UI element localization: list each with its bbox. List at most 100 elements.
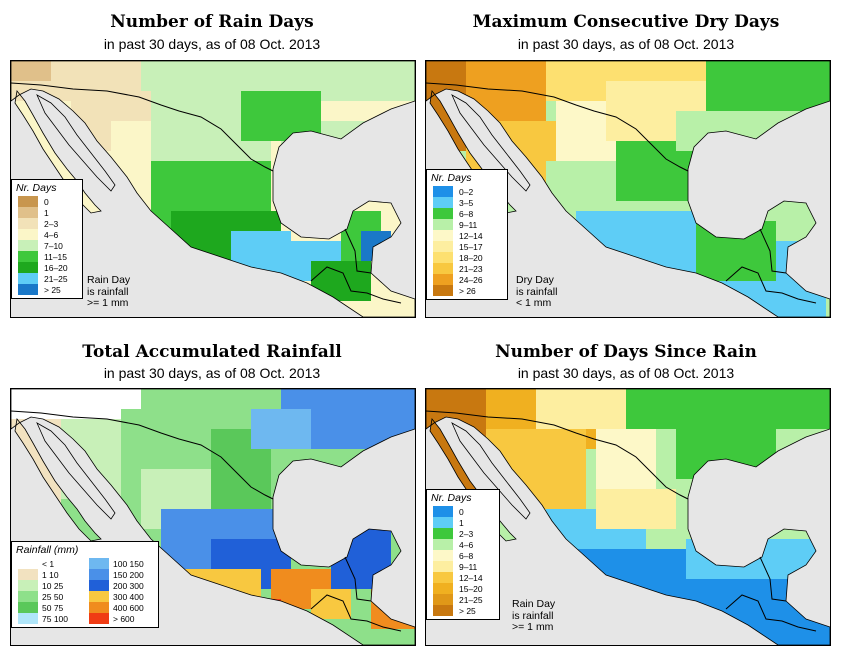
legend-swatch [433,219,453,230]
definition-note: Dry Day is rainfall < 1 mm [516,274,557,310]
legend-swatch [89,558,109,569]
legend-item: 16–20 [12,262,82,273]
legend-label: 0 [44,196,49,207]
legend-label: 300 400 [113,591,144,602]
legend-label: 24–26 [459,274,483,285]
legend-swatch [18,218,38,229]
coastline [11,389,415,645]
legend-item: 4–6 [12,229,82,240]
panel-2-subtitle: in past 30 days, as of 08 Oct. 2013 [517,36,735,52]
legend-item: 15–17 [427,241,507,252]
legend-item: 11–15 [12,251,82,262]
legend-item: 21–25 [427,594,499,605]
legend-label: > 600 [113,613,135,624]
legend-swatch [433,528,453,539]
legend-item: 150 200 [87,569,154,580]
panel-1-subtitle: in past 30 days, as of 08 Oct. 2013 [103,36,321,52]
legend-item: 3–5 [427,197,507,208]
legend-swatch [433,208,453,219]
panel-4-title: Number of Days Since Rain [495,342,757,362]
baja-coastline [14,90,102,214]
panel-4-subtitle: in past 30 days, as of 08 Oct. 2013 [517,365,735,381]
rainfall-patch [596,429,656,489]
guatemala-border [344,556,372,602]
legend-item: 10 25 [16,580,83,591]
legend-label: 400 600 [113,602,144,613]
legend-swatch [433,274,453,285]
definition-note: Rain Day is rainfall >= 1 mm [87,274,131,310]
panel-1-title: Number of Rain Days [110,12,314,32]
legend-item: 15–20 [427,583,499,594]
legend-swatch [433,186,453,197]
legend-item: 12–14 [427,572,499,583]
legend-swatch [433,263,453,274]
legend-swatch [433,285,453,296]
legend-label: 1 [44,207,49,218]
legend-item: 24–26 [427,274,507,285]
legend-label: 1 [459,517,464,528]
legend-label: 2–3 [44,218,59,229]
legend-title: Rainfall (mm) [16,544,79,556]
legend-label: 21–25 [459,594,483,605]
legend-label: 15–20 [459,583,483,594]
legend: Nr. Days 0 1 2–3 4–6 7–10 11–15 16–20 21–25 > 25 [11,179,83,299]
legend-item: 1 10 [16,569,83,580]
legend-label: 11–15 [44,251,68,262]
central-america-border [310,594,402,632]
legend-label: 21–23 [459,263,483,274]
definition-note: Rain Day is rainfall >= 1 mm [512,598,556,634]
panel-3-map: Rainfall (mm) < 1 100 150 1 10 150 200 10 25 2… [10,388,416,646]
legend-item: < 1 [16,558,83,569]
legend-swatch [89,602,109,613]
legend-title: Nr. Days [16,182,57,194]
legend-title: Nr. Days [431,172,472,184]
legend-swatch [18,591,38,602]
legend-swatch [433,252,453,263]
legend-swatch [89,580,109,591]
legend-swatch [433,561,453,572]
note-line: >= 1 mm [512,621,554,633]
note-line: Rain Day [512,598,556,610]
legend-item: 300 400 [87,591,154,602]
legend-label: 75 100 [42,613,68,624]
note-line: Rain Day [87,274,131,286]
legend-label: 1 10 [42,569,59,580]
note-line: is rainfall [512,609,554,622]
legend-label: 6–8 [459,208,474,219]
legend-swatch [18,613,38,624]
legend: Nr. Days 0–2 3–5 6–8 9–11 12–14 15–17 18–20 21–2… [426,169,508,300]
legend-item: 0–2 [427,186,507,197]
baja-coastline [14,418,102,542]
legend-item: 50 75 [16,602,83,613]
legend-swatch [89,613,109,624]
legend-swatch [18,580,38,591]
gulf-of-california [36,422,116,520]
baja-coastline [429,418,517,542]
map-canvas [11,389,415,645]
us-border [426,82,689,172]
us-border [11,82,274,172]
legend-label: 100 150 [113,558,144,569]
legend-label: 16–20 [44,262,68,273]
legend-swatch [18,240,38,251]
panel-2-map: Nr. Days 0–2 3–5 6–8 9–11 12–14 15–17 18–20 21–2… [425,60,831,318]
legend-swatch [433,517,453,528]
legend-item: 25 50 [16,591,83,602]
legend-item: 2–3 [12,218,82,229]
legend-item: 75 100 [16,613,83,624]
legend-swatch [18,602,38,613]
legend-swatch [18,262,38,273]
legend-label: 0 [459,506,464,517]
map-canvas [11,61,415,317]
legend-item: 6–8 [427,208,507,219]
legend-label: 9–11 [459,561,478,572]
legend-item: 1 [12,207,82,218]
legend-swatch [18,284,38,295]
legend-item: 9–11 [427,219,507,230]
legend-swatch [433,594,453,605]
note-line: is rainfall [87,285,129,298]
legend-item: 4–6 [427,539,499,550]
legend-item: 6–8 [427,550,499,561]
central-america-border [725,594,817,632]
central-america-border [725,266,817,304]
